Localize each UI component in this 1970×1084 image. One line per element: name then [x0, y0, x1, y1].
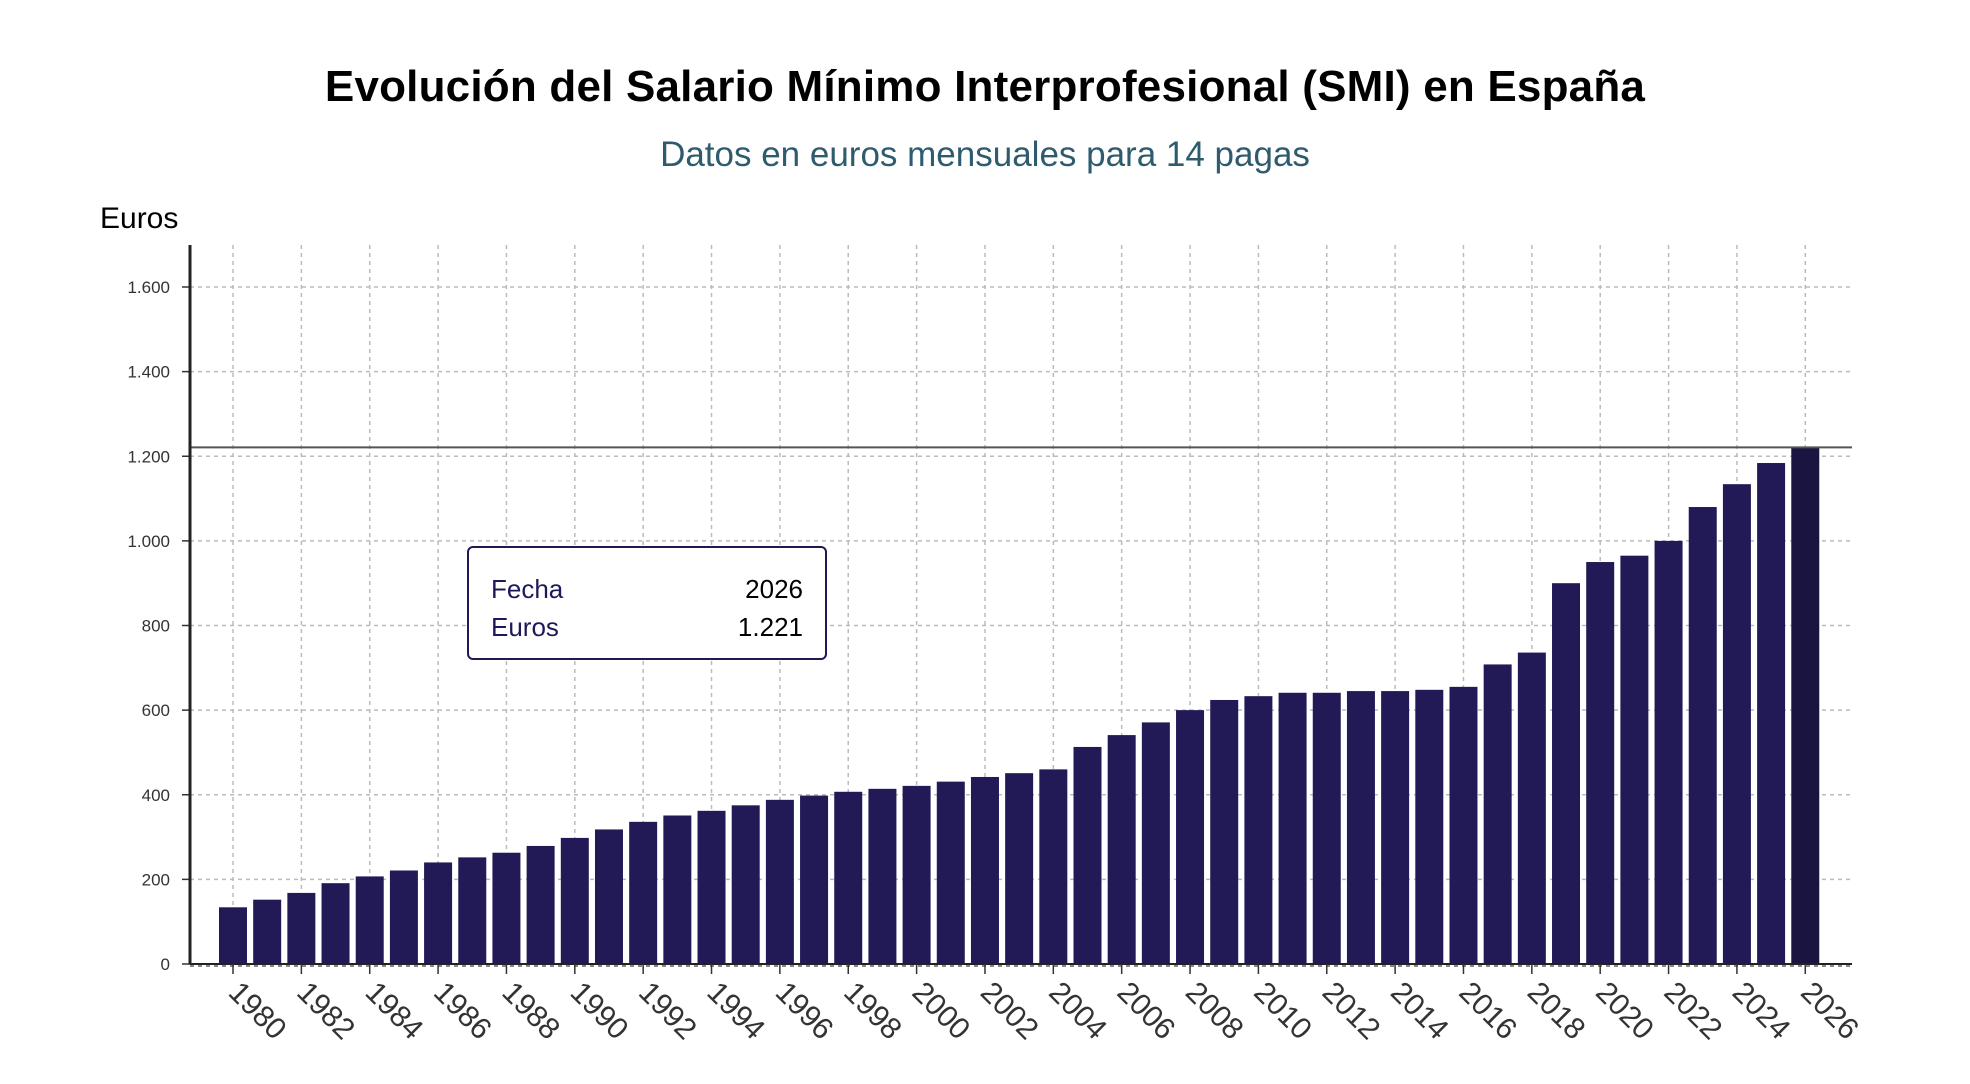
x-tick-label: 1984 [359, 976, 430, 1047]
y-axis-label: Euros [100, 202, 178, 235]
x-tick-label: 2020 [1589, 976, 1660, 1047]
tooltip-euros-value: 1.221 [737, 612, 803, 642]
bar-1996 [765, 799, 794, 964]
x-tick-label: 2006 [1111, 976, 1182, 1047]
bar-1983 [321, 883, 350, 964]
x-tick-label: 2024 [1726, 976, 1797, 1047]
tooltip-row-euros: Euros 1.221 [491, 608, 803, 646]
tooltip-date-value: 2026 [745, 574, 803, 604]
x-tick-label: 1990 [564, 976, 635, 1047]
data-tooltip: Fecha 2026 Euros 1.221 [467, 546, 827, 660]
bar-2026 [1791, 447, 1820, 964]
bar-1997 [800, 795, 829, 964]
y-tick-label: 0 [161, 955, 170, 974]
bar-2008 [1176, 710, 1205, 964]
x-tick-label: 2000 [906, 976, 977, 1047]
y-tick-label: 200 [142, 870, 170, 889]
tooltip-euros-label: Euros [491, 612, 559, 642]
x-tick-label: 1988 [495, 976, 566, 1047]
bar-1991 [594, 829, 623, 964]
y-tick-label: 400 [142, 786, 170, 805]
x-tick-label: 1996 [769, 976, 840, 1047]
y-tick-label: 600 [142, 701, 170, 720]
x-tick-label: 2022 [1658, 976, 1729, 1047]
bar-2005 [1073, 746, 1102, 964]
x-tick-label: 2004 [1042, 976, 1113, 1047]
bar-2002 [970, 776, 999, 964]
y-tick-label: 800 [142, 617, 170, 636]
bar-1998 [834, 791, 863, 964]
y-tick-label: 1.200 [127, 447, 170, 466]
bar-1985 [389, 870, 418, 964]
bar-2013 [1346, 691, 1375, 964]
bar-2012 [1312, 692, 1341, 964]
x-tick-label: 1994 [701, 976, 772, 1047]
x-tick-label: 1982 [290, 976, 361, 1047]
bar-2001 [936, 781, 965, 964]
x-tick-label: 2002 [974, 976, 1045, 1047]
bar-2017 [1483, 664, 1512, 964]
chart-title: Evolución del Salario Mínimo Interprofes… [324, 62, 1646, 111]
y-tick-label: 1.600 [127, 278, 170, 297]
y-tick-label: 1.400 [127, 363, 170, 382]
bar-1993 [663, 815, 692, 964]
x-tick-label: 1986 [427, 976, 498, 1047]
x-tick-label: 2010 [1247, 976, 1318, 1047]
x-tick-label: 2012 [1316, 976, 1387, 1047]
bar-1982 [287, 892, 316, 964]
bar-2004 [1039, 769, 1068, 964]
bar-1981 [253, 899, 282, 964]
bar-2025 [1757, 463, 1786, 964]
bar-1989 [526, 845, 555, 964]
bar-2010 [1244, 696, 1273, 964]
bar-1999 [868, 788, 897, 964]
bar-2007 [1141, 722, 1170, 964]
bar-2024 [1722, 484, 1751, 964]
bar-2018 [1517, 652, 1546, 964]
bar-2022 [1654, 540, 1683, 964]
bar-1988 [492, 852, 521, 964]
tooltip-date-label: Fecha [491, 574, 564, 604]
bar-1995 [731, 805, 760, 964]
bar-2000 [902, 785, 931, 964]
bar-2011 [1278, 692, 1307, 964]
bar-2020 [1586, 562, 1615, 964]
bar-1990 [560, 837, 589, 964]
bar-2015 [1415, 689, 1444, 964]
bar-2021 [1620, 555, 1649, 964]
bar-1986 [424, 862, 453, 964]
bar-2016 [1449, 686, 1478, 964]
bar-2003 [1005, 773, 1034, 964]
bar-1992 [629, 821, 658, 964]
bar-2019 [1552, 583, 1581, 964]
x-tick-label: 2018 [1521, 976, 1592, 1047]
x-tick-label: 1998 [837, 976, 908, 1047]
bar-2009 [1210, 699, 1239, 964]
x-tick-label: 2026 [1794, 976, 1865, 1047]
tooltip-row-date: Fecha 2026 [491, 570, 803, 608]
bar-2006 [1107, 735, 1136, 964]
bar-1980 [219, 907, 247, 964]
x-tick-label: 2014 [1384, 976, 1455, 1047]
x-tick-label: 2008 [1179, 976, 1250, 1047]
bar-2023 [1688, 507, 1717, 964]
bar-1984 [355, 876, 384, 964]
bar-2014 [1381, 691, 1410, 964]
x-tick-label: 1980 [222, 976, 293, 1047]
chart-subtitle: Datos en euros mensuales para 14 pagas [660, 135, 1310, 174]
x-tick-label: 2016 [1453, 976, 1524, 1047]
y-tick-label: 1.000 [127, 532, 170, 551]
axes-layer [182, 245, 1852, 974]
bars-layer [219, 447, 1820, 964]
x-tick-label: 1992 [632, 976, 703, 1047]
bar-1994 [697, 810, 726, 964]
bar-1987 [458, 857, 487, 964]
